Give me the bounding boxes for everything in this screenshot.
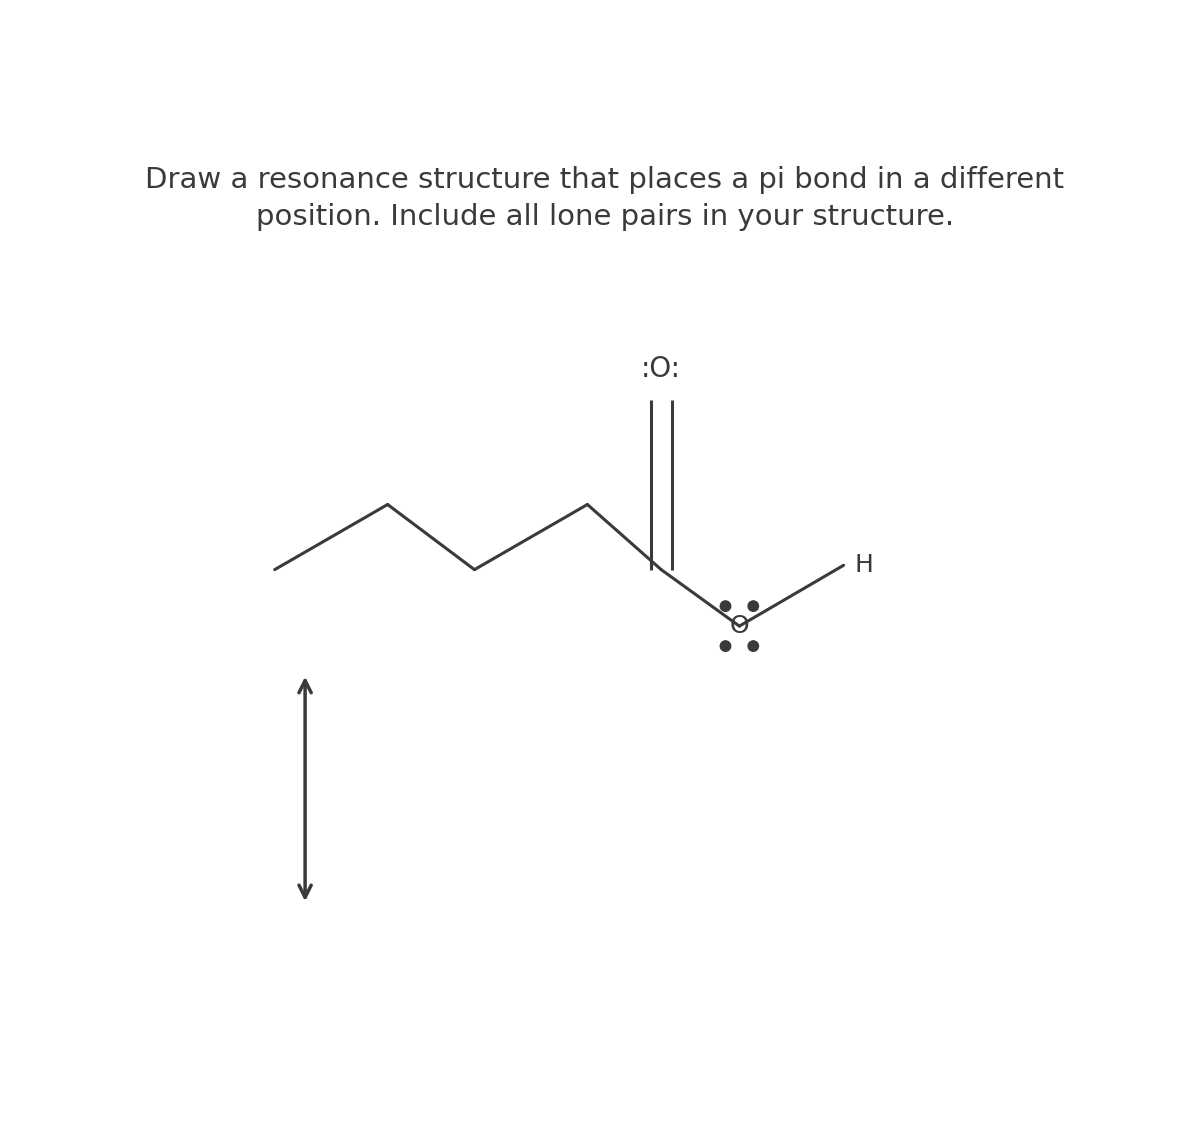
Circle shape bbox=[748, 601, 759, 611]
Text: O: O bbox=[729, 614, 749, 638]
Circle shape bbox=[720, 601, 730, 611]
Text: :O:: :O: bbox=[641, 355, 681, 382]
Text: Draw a resonance structure that places a pi bond in a different
position. Includ: Draw a resonance structure that places a… bbox=[145, 166, 1064, 230]
Text: H: H bbox=[854, 554, 873, 578]
Circle shape bbox=[720, 641, 730, 651]
Circle shape bbox=[748, 641, 759, 651]
